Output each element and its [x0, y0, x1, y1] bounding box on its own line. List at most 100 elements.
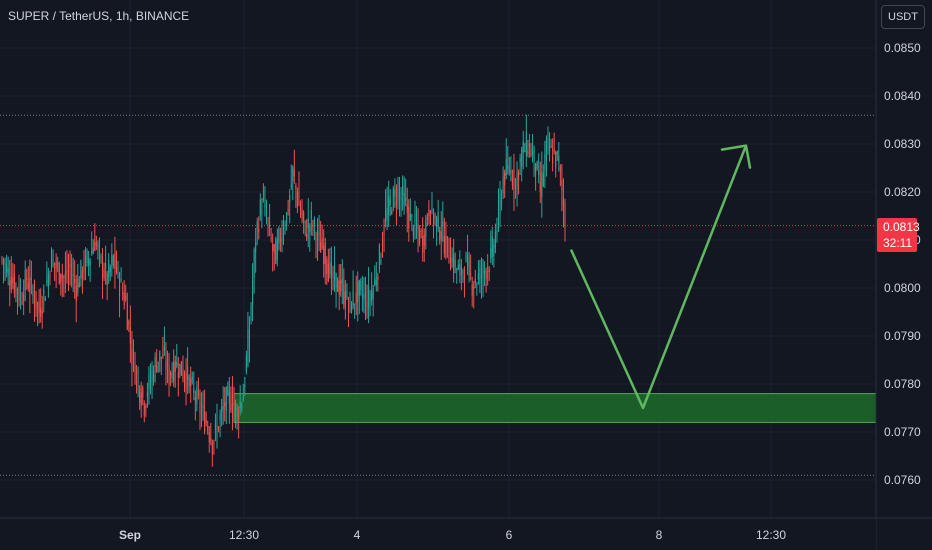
candle-body	[456, 269, 458, 271]
candle-body	[84, 254, 87, 272]
candle-body	[467, 254, 469, 267]
candle-body	[242, 396, 244, 402]
candle-body	[4, 263, 6, 265]
candle-body	[15, 285, 17, 287]
candle-body	[470, 273, 472, 275]
candle-body	[318, 232, 320, 235]
candle-body	[54, 262, 56, 265]
time-tick-label: 6	[506, 528, 513, 542]
candle-body	[293, 169, 295, 177]
candle-body	[405, 197, 407, 201]
candle-body	[148, 373, 150, 389]
candle-body	[230, 403, 232, 411]
candle-body	[222, 405, 224, 410]
candle-body	[9, 280, 11, 286]
candle-body	[519, 157, 521, 162]
candle-body	[233, 401, 235, 407]
candle-body	[109, 267, 111, 273]
candle-body	[476, 284, 478, 286]
candle-body	[52, 258, 54, 266]
candle-body	[487, 266, 489, 269]
candle-body	[190, 379, 192, 387]
candle-body	[13, 273, 15, 293]
candle-body	[429, 210, 431, 225]
candle-body	[238, 415, 240, 419]
candle-body	[261, 211, 263, 213]
candle-body	[224, 402, 226, 407]
candle-body	[420, 230, 422, 232]
candle-body	[378, 245, 380, 270]
candle-body	[295, 185, 297, 189]
candle-body	[1, 258, 3, 260]
candle-body	[188, 376, 190, 387]
candle-body	[248, 328, 251, 349]
candle-body	[235, 402, 237, 411]
candle-body	[488, 268, 490, 272]
candle-body	[92, 247, 94, 254]
candle-body	[505, 159, 507, 176]
candle-body	[450, 257, 452, 271]
candle-body	[547, 138, 549, 144]
candle-body	[81, 271, 83, 278]
price-tick-label: 0.0830	[884, 137, 921, 151]
symbol-title[interactable]: SUPER / TetherUS, 1h, BINANCE	[8, 9, 190, 23]
candle-body	[542, 173, 544, 186]
candle-body	[170, 372, 172, 377]
candle-body	[561, 179, 563, 191]
candle-body	[40, 307, 42, 317]
candle-body	[559, 166, 561, 170]
candle-body	[307, 218, 309, 229]
candle-body	[30, 276, 32, 281]
price-tick-label: 0.0820	[884, 185, 921, 199]
candle-body	[316, 230, 319, 241]
candle-body	[205, 419, 207, 424]
candle-body	[38, 301, 40, 314]
candle-body	[137, 381, 139, 383]
candle-body	[422, 236, 424, 253]
candle-body	[530, 148, 532, 157]
candle-body	[256, 221, 258, 230]
candle-body	[275, 239, 277, 264]
candle-body	[120, 278, 122, 282]
candle-body	[267, 219, 269, 221]
last-price-badge: 0.0813 32:11	[877, 218, 920, 252]
candle-body	[129, 326, 131, 344]
candle-body	[514, 181, 517, 186]
candle-body	[179, 363, 181, 375]
price-tick-label: 0.0770	[884, 425, 921, 439]
candle-body	[180, 361, 182, 376]
candle-body	[183, 372, 186, 382]
candle-body	[80, 260, 82, 279]
candle-body	[368, 287, 370, 307]
candle-body	[159, 351, 161, 362]
candle-body	[231, 393, 234, 413]
candle-body	[338, 280, 340, 296]
candle-body	[143, 403, 145, 416]
candle-body	[94, 241, 96, 251]
candle-body	[187, 366, 189, 380]
candle-body	[165, 361, 167, 371]
candle-body	[522, 141, 524, 153]
candle-body	[412, 227, 414, 237]
candle-body	[29, 278, 31, 293]
candle-body	[112, 256, 114, 266]
candle-body	[151, 371, 153, 381]
candle-body	[61, 275, 63, 278]
time-tick-label: Sep	[119, 528, 141, 542]
candle-body	[310, 210, 312, 219]
candle-body	[363, 293, 365, 299]
candle-body	[253, 249, 255, 279]
candle-body	[419, 230, 421, 245]
candle-body	[502, 176, 504, 193]
candle-body	[524, 151, 526, 153]
candle-body	[83, 262, 85, 273]
candle-body	[239, 401, 241, 408]
candle-body	[200, 409, 203, 411]
currency-button[interactable]: USDT	[881, 5, 925, 29]
candle-body	[426, 217, 428, 220]
candle-body	[163, 346, 165, 351]
candle-body	[134, 365, 136, 384]
candle-body	[49, 275, 51, 279]
candle-body	[259, 199, 261, 218]
